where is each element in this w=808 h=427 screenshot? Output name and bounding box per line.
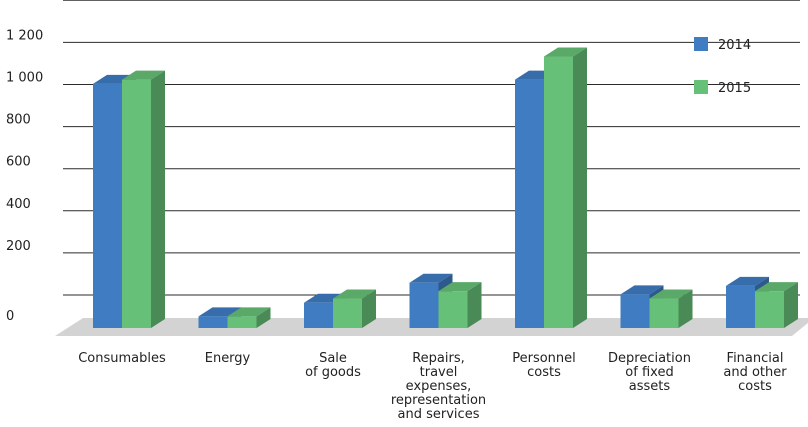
y-tick-label: 0: [6, 309, 14, 324]
bar-top: [227, 307, 271, 317]
bar-2015-5: [649, 289, 693, 328]
y-tick-label: 600: [6, 155, 31, 170]
bar-front: [726, 285, 755, 328]
bar-side: [784, 282, 798, 328]
bar-2015-0: [122, 70, 165, 329]
bar-side: [362, 289, 376, 328]
legend-swatch: [694, 80, 708, 94]
bar-2015-6: [755, 282, 798, 328]
x-category-label: Financial and other costs: [723, 351, 787, 394]
bar-top: [333, 289, 376, 299]
x-category-label: Repairs, travel expenses, representation and…: [391, 351, 486, 422]
bar-front: [544, 56, 573, 329]
y-tick-label: 400: [6, 197, 31, 212]
gridlines: [63, 0, 800, 296]
bar-front: [438, 291, 468, 328]
x-category-label: Depreciation of fixed assets: [608, 351, 691, 394]
bar-front: [227, 316, 257, 328]
bar-front: [122, 79, 151, 328]
bar-front: [198, 316, 228, 328]
bar-top: [544, 47, 587, 57]
bar-front: [304, 302, 333, 328]
legend: 2014 2015: [694, 37, 751, 96]
y-axis-ticks: 0 200 400 600 800 1 000 1 200 1 400: [6, 0, 43, 324]
x-category-label: Energy: [205, 351, 251, 366]
legend-swatch: [694, 37, 708, 51]
y-tick-label: 200: [6, 239, 31, 254]
bar-top: [122, 70, 165, 80]
bar-2015-2: [333, 289, 376, 328]
bar-side: [256, 307, 271, 328]
legend-label: 2014: [718, 38, 751, 53]
bar-side: [467, 282, 482, 328]
bar-top: [755, 282, 798, 292]
bar-side: [151, 70, 165, 329]
bar-top: [620, 285, 664, 295]
bar-side: [678, 289, 693, 328]
y-tick-label: 800: [6, 113, 31, 128]
bar-front: [515, 79, 544, 328]
y-tick-label: 1 400: [6, 0, 43, 1]
x-category-label: Consumables: [78, 351, 166, 366]
bar-front: [93, 83, 122, 328]
bar-front: [755, 291, 784, 328]
y-tick-label: 1 200: [6, 28, 43, 43]
bars: [93, 47, 798, 329]
bar-2015-4: [544, 47, 587, 329]
bar-top: [198, 307, 242, 317]
x-axis-labels: Consumables Energy Sale of goods Repairs, tra…: [78, 351, 787, 422]
bar-top: [649, 289, 693, 299]
bar-front: [409, 282, 439, 328]
bar-front: [620, 294, 650, 328]
bar-front: [649, 298, 679, 328]
x-category-label: Personnel costs: [512, 351, 576, 380]
y-tick-label: 1 000: [6, 71, 43, 86]
bar-2015-1: [227, 307, 271, 328]
legend-label: 2015: [718, 81, 751, 96]
bar-front: [333, 298, 362, 328]
bar-side: [573, 47, 587, 328]
bar-2015-3: [438, 282, 482, 328]
x-category-label: Sale of goods: [305, 351, 361, 380]
bar-top: [409, 273, 453, 283]
bar-top: [726, 276, 769, 286]
bar-top: [438, 282, 482, 292]
